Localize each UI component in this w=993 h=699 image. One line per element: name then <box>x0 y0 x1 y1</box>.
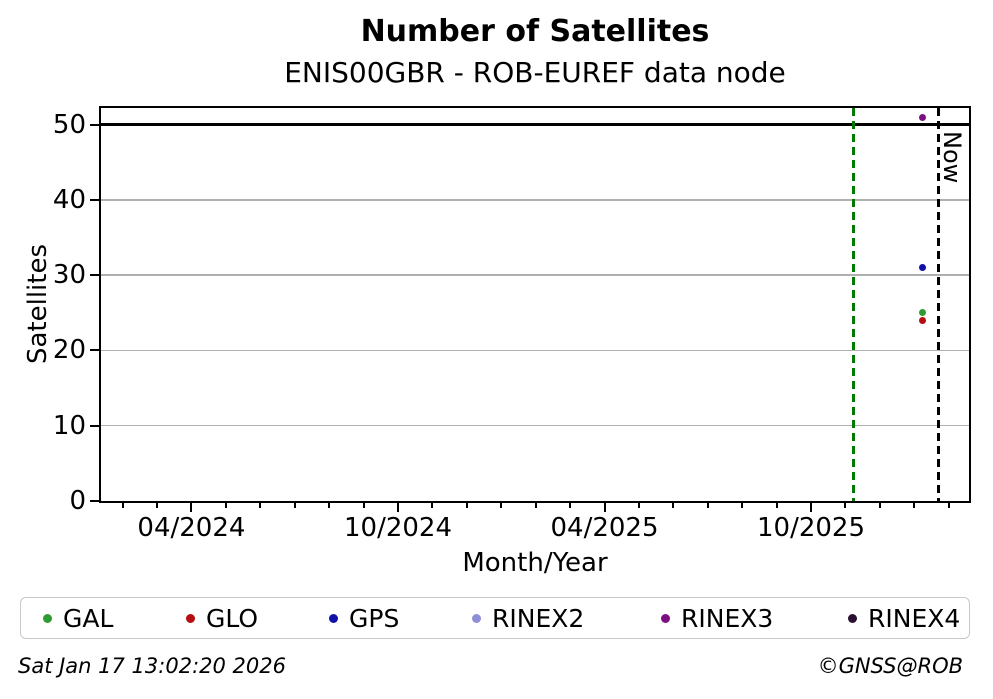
chart-subtitle: ENIS00GBR - ROB-EUREF data node <box>284 56 786 89</box>
legend-label-gps: GPS <box>349 603 400 633</box>
y-tick-label-20: 20 <box>52 335 86 366</box>
gridline-30 <box>101 274 969 276</box>
x-tick-0.6197 <box>637 503 640 508</box>
x-tick-10-2024 <box>397 503 400 512</box>
timestamp-text: Sat Jan 17 13:02:20 2026 <box>18 654 286 678</box>
data-point-gal <box>918 309 926 317</box>
x-tick-0.4611 <box>500 503 503 508</box>
x-tick-0.7387 <box>741 503 744 508</box>
y-tick-10 <box>90 424 99 427</box>
x-tick-0.8577 <box>844 503 847 508</box>
x-tick-0.6594 <box>672 503 675 508</box>
x-tick-0.2629 <box>328 503 331 508</box>
x-tick-0.0646 <box>156 503 159 508</box>
x-tick-0.1836 <box>259 503 262 508</box>
legend-label-rinex2: RINEX2 <box>492 603 585 633</box>
x-tick-label-04-2025: 04/2025 <box>550 513 659 543</box>
last-update-line <box>851 108 855 501</box>
rinex2-marker-icon <box>472 613 481 623</box>
legend-item-gps: GPS <box>329 598 399 638</box>
x-tick-0.0249 <box>121 503 124 508</box>
y-tick-30 <box>90 274 99 277</box>
chart-title: Number of Satellites <box>360 14 710 49</box>
x-tick-label-10-2024: 10/2024 <box>344 513 453 543</box>
legend-item-rinex4: RINEX4 <box>848 598 960 638</box>
y-tick-label-10: 10 <box>52 410 86 441</box>
legend: GAL GLO GPS RINEX2 RINEX3 RINEX4 <box>20 597 970 639</box>
y-tick-40 <box>90 198 99 201</box>
y-tick-label-50: 50 <box>52 109 86 140</box>
gridline-40 <box>101 199 969 201</box>
x-tick-04-2024 <box>190 503 193 512</box>
rinex3-marker-icon <box>661 613 670 623</box>
x-tick-label-10-2025: 10/2025 <box>757 513 866 543</box>
x-tick-04-2025 <box>603 503 606 512</box>
legend-item-rinex2: RINEX2 <box>472 598 584 638</box>
y-tick-50 <box>90 123 99 126</box>
x-tick-0.937 <box>913 503 916 508</box>
legend-item-rinex3: RINEX3 <box>661 598 773 638</box>
x-tick-0.8973 <box>878 503 881 508</box>
y-tick-label-0: 0 <box>69 486 86 516</box>
gridline-20 <box>101 349 969 352</box>
glo-marker-icon <box>186 613 195 623</box>
y-tick-0 <box>90 500 99 502</box>
data-point-glo <box>918 316 926 324</box>
gal-marker-icon <box>43 613 52 623</box>
y-tick-20 <box>90 349 99 352</box>
y-tick-label-40: 40 <box>52 184 86 215</box>
x-tick-label-04-2024: 04/2024 <box>137 513 246 543</box>
x-tick-0.3025 <box>362 503 365 508</box>
legend-label-rinex4: RINEX4 <box>868 603 961 633</box>
gps-marker-icon <box>329 613 338 623</box>
y-tick-label-30: 30 <box>52 260 86 291</box>
copyright-text: ©GNSS@ROB <box>817 654 963 678</box>
plot-area: 0 10 20 30 40 50 04/2024 10/2024 04/2025 10/2025 N… <box>53 106 971 543</box>
data-point-rinex3 <box>918 113 926 121</box>
rinex4-marker-icon <box>848 613 857 623</box>
x-tick-0.2232 <box>293 503 296 508</box>
x-tick-0.5008 <box>534 503 537 508</box>
gridline-10 <box>101 424 969 427</box>
x-axis-label: Month/Year <box>462 548 608 578</box>
data-point-gps <box>918 264 926 272</box>
x-tick-0.3818 <box>431 503 434 508</box>
x-tick-0.6991 <box>706 503 709 508</box>
x-tick-10-2025 <box>810 503 813 512</box>
x-tick-0.7784 <box>775 503 778 508</box>
legend-label-rinex3: RINEX3 <box>681 603 774 633</box>
legend-label-gal: GAL <box>63 603 114 633</box>
x-tick-0.4215 <box>465 503 468 508</box>
legend-item-glo: GLO <box>186 598 258 638</box>
now-line <box>936 108 940 501</box>
x-tick-0.1439 <box>224 503 227 508</box>
x-tick-0.9766 <box>947 503 950 508</box>
legend-item-gal: GAL <box>43 598 113 638</box>
x-tick-0.5404 <box>569 503 572 508</box>
now-label: Now <box>938 131 966 184</box>
legend-label-glo: GLO <box>206 603 259 633</box>
max-satellites-line <box>101 123 969 126</box>
